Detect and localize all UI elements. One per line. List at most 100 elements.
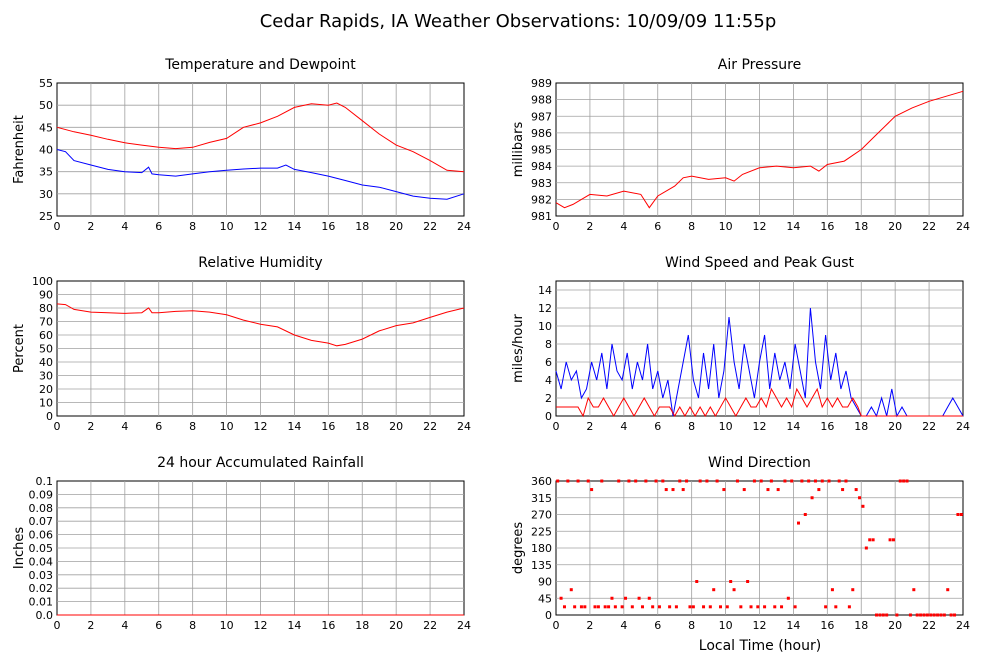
data-point [861, 504, 865, 508]
y-tick-label: 4 [545, 374, 552, 387]
data-point [946, 588, 950, 592]
y-tick-label: 0 [545, 410, 552, 423]
data-point [868, 538, 872, 542]
data-point [708, 605, 712, 609]
y-tick-label: 0 [545, 609, 552, 622]
data-point [688, 605, 692, 609]
y-tick-label: 981 [531, 210, 552, 223]
y-axis-label: Percent [12, 324, 27, 373]
data-point [729, 580, 733, 583]
y-tick-label: 135 [531, 559, 552, 572]
chart-title: Wind Speed and Peak Gust [665, 255, 854, 271]
y-tick-label: 0.05 [29, 542, 54, 555]
data-point [657, 605, 661, 609]
series-line [556, 387, 963, 418]
data-point [651, 605, 655, 609]
data-point [783, 479, 787, 483]
y-tick-label: 0.03 [29, 569, 54, 582]
x-tick-label: 4 [620, 619, 627, 632]
data-point [620, 605, 624, 609]
x-tick-label: 6 [155, 420, 162, 433]
data-point [583, 605, 587, 609]
data-point [936, 613, 940, 617]
x-tick-label: 6 [654, 619, 661, 632]
x-tick-label: 20 [389, 420, 403, 433]
data-point [613, 605, 617, 609]
data-point [780, 605, 784, 609]
y-tick-label: 45 [538, 592, 552, 605]
x-tick-label: 4 [620, 420, 627, 433]
data-point [742, 488, 746, 492]
y-tick-label: 70 [39, 316, 53, 329]
y-tick-label: 986 [531, 127, 552, 140]
x-tick-label: 14 [287, 220, 301, 233]
data-point [712, 588, 716, 592]
y-tick-label: 987 [531, 110, 552, 123]
data-point [803, 513, 807, 516]
x-tick-label: 18 [854, 619, 868, 632]
x-tick-label: 14 [786, 220, 800, 233]
data-point [793, 605, 797, 609]
data-point [630, 605, 634, 609]
data-point [858, 496, 862, 500]
data-point [847, 605, 851, 609]
data-point [702, 605, 706, 609]
data-point [851, 588, 855, 592]
x-tick-label: 22 [922, 420, 936, 433]
data-point [912, 588, 916, 592]
x-tick-label: 6 [155, 619, 162, 632]
x-tick-label: 0 [54, 420, 61, 433]
data-point [807, 479, 811, 483]
data-point [915, 613, 919, 617]
data-point [841, 488, 845, 492]
x-tick-label: 18 [355, 220, 369, 233]
x-tick-label: 2 [87, 220, 94, 233]
data-point [756, 605, 760, 609]
data-point [844, 479, 848, 483]
y-tick-label: 0.02 [29, 582, 54, 595]
y-axis-label: Inches [12, 527, 27, 569]
x-tick-label: 22 [922, 619, 936, 632]
y-tick-label: 985 [531, 144, 552, 157]
y-tick-label: 0.04 [29, 555, 54, 568]
x-tick-label: 18 [854, 220, 868, 233]
data-point [919, 613, 923, 617]
data-point [827, 479, 831, 483]
data-point [647, 596, 651, 600]
data-point [596, 605, 600, 609]
data-point [905, 479, 909, 483]
x-tick-label: 16 [820, 619, 834, 632]
x-tick-label: 14 [287, 619, 301, 632]
data-point [925, 613, 929, 617]
data-point [824, 605, 828, 609]
data-point [830, 588, 834, 592]
y-tick-label: 0.06 [29, 529, 54, 542]
y-tick-label: 989 [531, 77, 552, 90]
data-point [749, 605, 753, 609]
data-point [640, 605, 644, 609]
x-tick-label: 12 [254, 220, 268, 233]
x-tick-label: 4 [121, 220, 128, 233]
x-tick-label: 6 [654, 420, 661, 433]
data-point [885, 613, 889, 617]
data-point [661, 479, 665, 483]
y-tick-label: 45 [39, 121, 53, 134]
x-tick-label: 12 [753, 220, 767, 233]
x-tick-label: 20 [888, 420, 902, 433]
y-tick-label: 225 [531, 525, 552, 538]
y-tick-label: 180 [531, 542, 552, 555]
y-tick-label: 2 [545, 392, 552, 405]
y-tick-label: 30 [39, 188, 53, 201]
x-tick-label: 2 [87, 420, 94, 433]
y-tick-label: 0.08 [29, 502, 54, 515]
data-point [776, 488, 780, 492]
y-tick-label: 55 [39, 77, 53, 90]
y-tick-label: 0.01 [29, 596, 54, 609]
data-point [735, 479, 739, 483]
y-tick-label: 40 [39, 144, 53, 157]
data-point [895, 613, 899, 617]
data-point [590, 488, 594, 492]
data-point [817, 488, 821, 492]
